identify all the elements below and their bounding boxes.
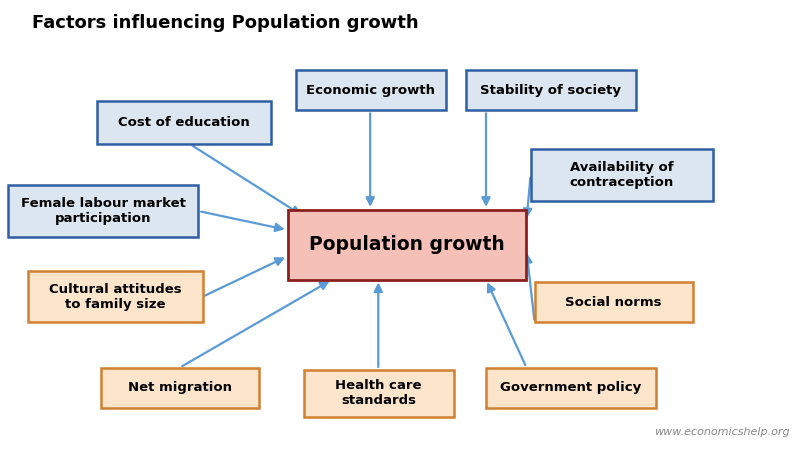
Text: Net migration: Net migration <box>128 382 232 394</box>
Text: Stability of society: Stability of society <box>480 84 621 97</box>
FancyBboxPatch shape <box>288 210 526 280</box>
Text: Health care
standards: Health care standards <box>335 379 422 408</box>
FancyBboxPatch shape <box>97 101 271 144</box>
FancyBboxPatch shape <box>531 149 713 201</box>
Text: Government policy: Government policy <box>501 382 642 394</box>
Text: Social norms: Social norms <box>565 296 662 308</box>
FancyBboxPatch shape <box>304 370 454 417</box>
Text: Availability of
contraception: Availability of contraception <box>569 161 674 189</box>
Text: Factors influencing Population growth: Factors influencing Population growth <box>32 14 419 32</box>
Text: Female labour market
participation: Female labour market participation <box>21 197 185 225</box>
FancyBboxPatch shape <box>28 271 202 322</box>
Text: Cost of education: Cost of education <box>118 116 250 129</box>
Text: Cultural attitudes
to family size: Cultural attitudes to family size <box>49 282 181 311</box>
Text: www.economicshelp.org: www.economicshelp.org <box>654 428 790 437</box>
FancyBboxPatch shape <box>296 70 446 110</box>
Text: Population growth: Population growth <box>309 235 505 254</box>
FancyBboxPatch shape <box>101 368 259 408</box>
FancyBboxPatch shape <box>486 368 656 408</box>
FancyBboxPatch shape <box>535 282 693 322</box>
FancyBboxPatch shape <box>8 185 198 237</box>
Text: Economic growth: Economic growth <box>306 84 435 97</box>
FancyBboxPatch shape <box>466 70 636 110</box>
